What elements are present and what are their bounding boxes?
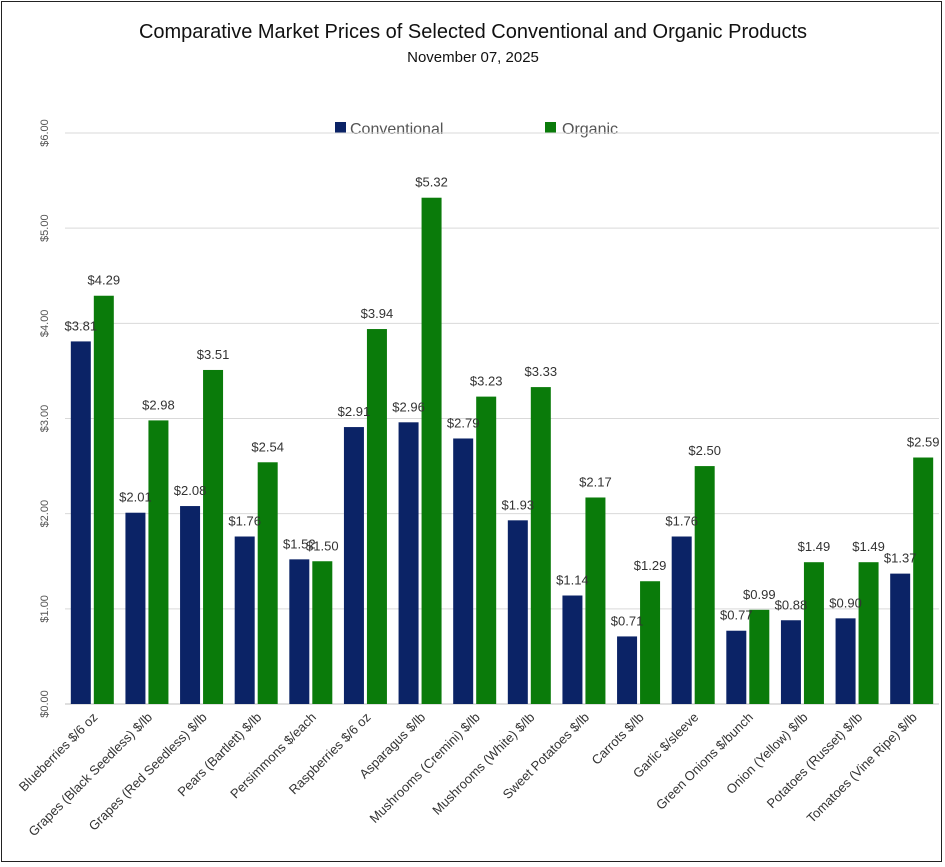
y-tick-label: $5.00 [39, 214, 51, 242]
bar-organic [366, 329, 387, 704]
x-category-label: Mushrooms (White) $/lb [429, 710, 537, 818]
data-label: $1.50 [306, 538, 339, 553]
x-category-label: Green Onions $/bunch [653, 710, 756, 813]
data-label: $0.71 [611, 613, 644, 628]
x-category-label: Carrots $/lb [589, 710, 647, 768]
data-label: $0.99 [743, 587, 776, 602]
legend: Conventional Organic [335, 121, 618, 138]
legend-swatch-conventional [335, 122, 346, 133]
bar-organic [749, 609, 770, 704]
chart-title: Comparative Market Prices of Selected Co… [139, 21, 807, 43]
bar-conventional [726, 630, 747, 704]
bar-conventional [343, 427, 364, 704]
data-label: $2.98 [142, 397, 175, 412]
bar-conventional [125, 512, 146, 704]
bar-conventional [398, 422, 419, 704]
bar-organic [694, 466, 715, 704]
data-label: $0.77 [720, 608, 753, 623]
data-label: $2.59 [907, 435, 940, 450]
data-label: $2.79 [447, 415, 480, 430]
data-label: $2.50 [688, 443, 721, 458]
data-label: $3.94 [361, 306, 394, 321]
bar-organic [913, 457, 934, 704]
data-label: $2.08 [174, 483, 207, 498]
data-labels: $3.81 $4.29 $2.01 $2.98 $2.08 $3.51 $1.76 $2.54… [65, 175, 940, 629]
legend-label-organic: Organic [562, 121, 618, 138]
data-label: $2.96 [392, 399, 425, 414]
bar-organic [93, 295, 114, 704]
x-category-label: Potatoes (Russet) $/lb [764, 710, 866, 812]
y-tick-label: $6.00 [39, 119, 51, 147]
data-label: $0.90 [829, 595, 862, 610]
legend-label-conventional: Conventional [350, 121, 443, 138]
data-label: $1.29 [634, 558, 667, 573]
data-label: $1.14 [556, 573, 589, 588]
bar-conventional [780, 620, 801, 704]
x-category-label: Tomatoes (Vine Ripe) $/lb [804, 710, 920, 826]
y-axis-ticks: $0.00 $1.00 $2.00 $3.00 $4.00 $5.00 $6.00 [39, 119, 51, 718]
data-label: $3.51 [197, 347, 230, 362]
bar-organic [640, 581, 661, 704]
data-label: $5.32 [415, 175, 448, 190]
data-label: $3.81 [65, 318, 98, 333]
bar-conventional [835, 618, 856, 704]
bar-organic [421, 197, 442, 705]
data-label: $1.76 [228, 514, 261, 529]
data-label: $2.91 [338, 404, 371, 419]
data-label: $3.33 [525, 364, 558, 379]
y-tick-label: $1.00 [39, 595, 51, 623]
bar-conventional [617, 636, 638, 704]
data-label: $2.01 [119, 490, 152, 505]
legend-swatch-organic [545, 122, 556, 133]
bar-conventional [289, 559, 310, 704]
x-category-label: Mushrooms (Cremini) $/lb [366, 710, 482, 826]
bar-organic [803, 562, 824, 704]
data-label: $3.23 [470, 374, 503, 389]
bar-organic [312, 561, 333, 704]
bar-organic [530, 387, 551, 704]
data-label: $1.49 [852, 539, 885, 554]
bar-conventional [671, 536, 692, 704]
bars [70, 197, 934, 705]
bar-organic [148, 420, 169, 704]
data-label: $1.52 [283, 536, 316, 551]
bar-conventional [562, 595, 583, 704]
data-label: $2.54 [251, 439, 284, 454]
bar-organic [858, 562, 879, 704]
y-tick-label: $3.00 [39, 405, 51, 433]
y-tick-label: $0.00 [39, 690, 51, 718]
bar-conventional [453, 438, 474, 704]
chart-subtitle: November 07, 2025 [407, 49, 539, 66]
data-label: $1.49 [798, 539, 831, 554]
bar-conventional [507, 520, 528, 704]
bar-organic [476, 396, 497, 704]
bar-organic [203, 369, 224, 704]
data-label: $4.29 [88, 273, 121, 288]
bar-conventional [70, 341, 91, 704]
bar-organic [585, 497, 606, 704]
data-label: $1.76 [665, 514, 698, 529]
bar-organic [257, 462, 278, 704]
data-label: $1.93 [502, 497, 535, 512]
bar-conventional [180, 506, 201, 704]
data-label: $2.17 [579, 474, 612, 489]
y-tick-label: $4.00 [39, 310, 51, 338]
bar-conventional [234, 536, 255, 704]
data-label: $1.37 [884, 551, 917, 566]
bar-conventional [890, 573, 911, 704]
y-tick-label: $2.00 [39, 500, 51, 528]
data-label: $0.88 [775, 597, 808, 612]
